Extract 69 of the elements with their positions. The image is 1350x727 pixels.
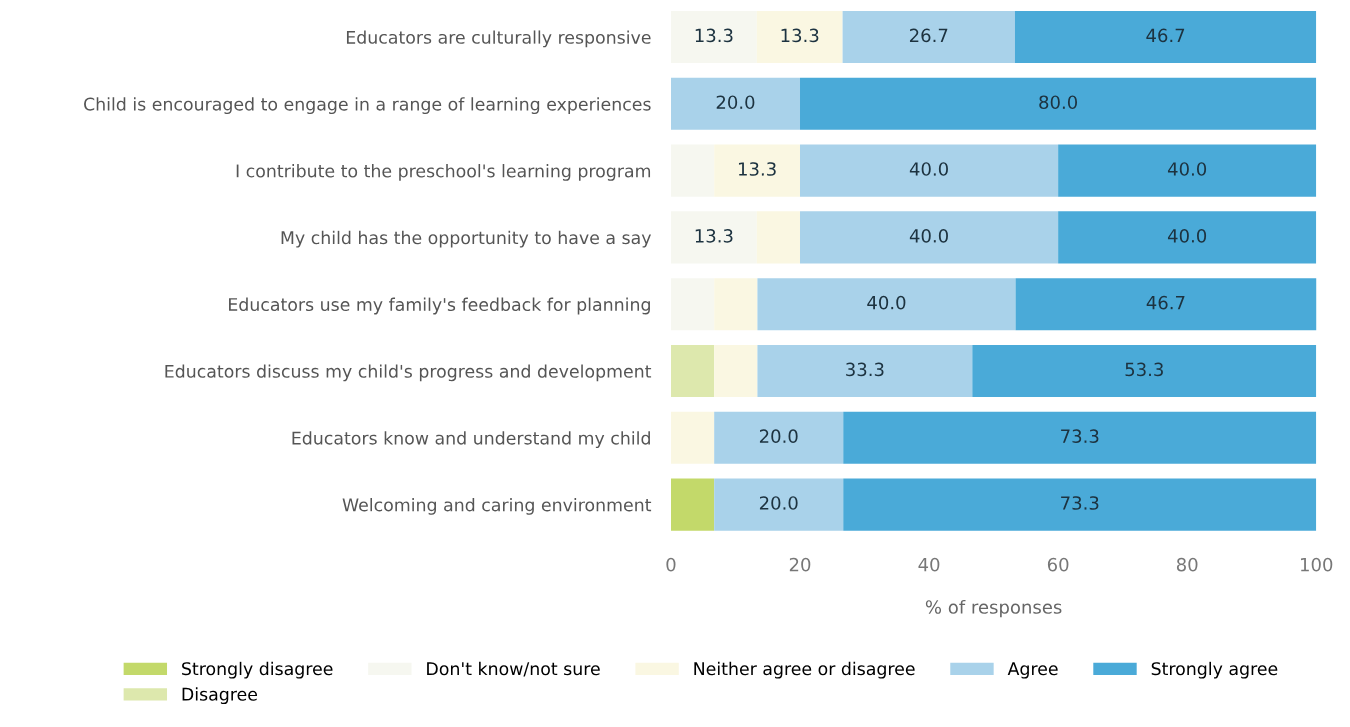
bar	[670, 478, 715, 531]
data-label: 80.0	[1039, 95, 1078, 110]
data-label: 13.3	[781, 28, 819, 43]
data-label: 26.7	[909, 28, 948, 43]
data-label: 53.3	[1125, 362, 1163, 377]
bar	[670, 10, 757, 64]
y-tick-label: Educators are culturally responsive	[346, 30, 651, 48]
bar	[972, 344, 1317, 398]
bar	[1015, 278, 1317, 331]
data-label: 40.0	[867, 295, 906, 310]
y-tick-label: Educators discuss my child's progress and development	[165, 364, 652, 382]
data-label: 40.0	[909, 228, 948, 243]
data-label: 40.0	[909, 162, 948, 176]
data-label: 73.3	[1061, 429, 1099, 444]
data-label: 13.3	[695, 228, 733, 243]
legend-label: Agree	[1007, 662, 1058, 679]
bar	[800, 77, 1317, 130]
bar	[843, 478, 1317, 531]
data-label: 40.0	[1167, 162, 1207, 176]
bar	[800, 144, 1059, 197]
bar	[670, 144, 715, 197]
bar	[714, 144, 801, 197]
x-tick-label: 0	[666, 557, 676, 572]
data-label: 13.3	[738, 162, 776, 176]
y-tick-label: Educators use my family's feedback for planning	[229, 297, 650, 315]
x-tick-label: 100	[1301, 557, 1333, 572]
y-tick-label: My child has the opportunity to have a say	[281, 230, 651, 248]
legend-label: Don't know/not sure	[427, 661, 600, 677]
bar	[714, 344, 758, 398]
x-tick-label: 40	[918, 557, 940, 572]
data-label: 33.3	[846, 362, 884, 377]
x-tick-label: 80	[1176, 557, 1198, 572]
data-label: 46.7	[1146, 28, 1185, 43]
bar	[756, 211, 801, 264]
data-label: 20.0	[716, 95, 755, 110]
legend-label: Strongly agree	[1151, 661, 1278, 679]
bar	[714, 411, 844, 464]
data-label: 40.0	[1167, 228, 1207, 243]
y-tick-label: Child is encouraged to engage in a range of learning experiences	[84, 97, 651, 115]
bar	[670, 411, 715, 464]
bar	[842, 10, 1015, 64]
bar	[670, 211, 757, 264]
data-label: 20.0	[759, 496, 798, 510]
data-label: 13.3	[695, 28, 733, 43]
x-tick-label: 60	[1047, 557, 1069, 572]
data-label: 20.0	[759, 429, 798, 444]
y-tick-label: Educators know and understand my child	[292, 431, 650, 448]
bar	[756, 10, 843, 64]
y-tick-label: Welcoming and caring environment	[342, 497, 652, 515]
y-tick-label: I contribute to the preschool's learning program	[236, 164, 651, 181]
legend-label: Neither agree or disagree	[694, 661, 915, 679]
bar	[757, 344, 973, 398]
bar	[670, 77, 801, 130]
bar	[670, 278, 715, 331]
bar	[714, 478, 844, 531]
legend-label: Strongly disagree	[182, 661, 333, 679]
bar	[757, 278, 1016, 331]
x-axis-title: % of responses	[925, 599, 1062, 618]
bar	[1014, 10, 1317, 64]
data-label: 46.7	[1146, 295, 1185, 310]
x-tick-label: 20	[789, 557, 811, 572]
legend-label: Disagree	[182, 687, 257, 705]
bar	[670, 344, 715, 398]
bar	[1058, 144, 1317, 197]
data-label: 73.3	[1061, 496, 1099, 510]
bar	[843, 411, 1317, 464]
bar	[1058, 211, 1317, 264]
bar	[800, 211, 1059, 264]
bar	[714, 278, 758, 331]
